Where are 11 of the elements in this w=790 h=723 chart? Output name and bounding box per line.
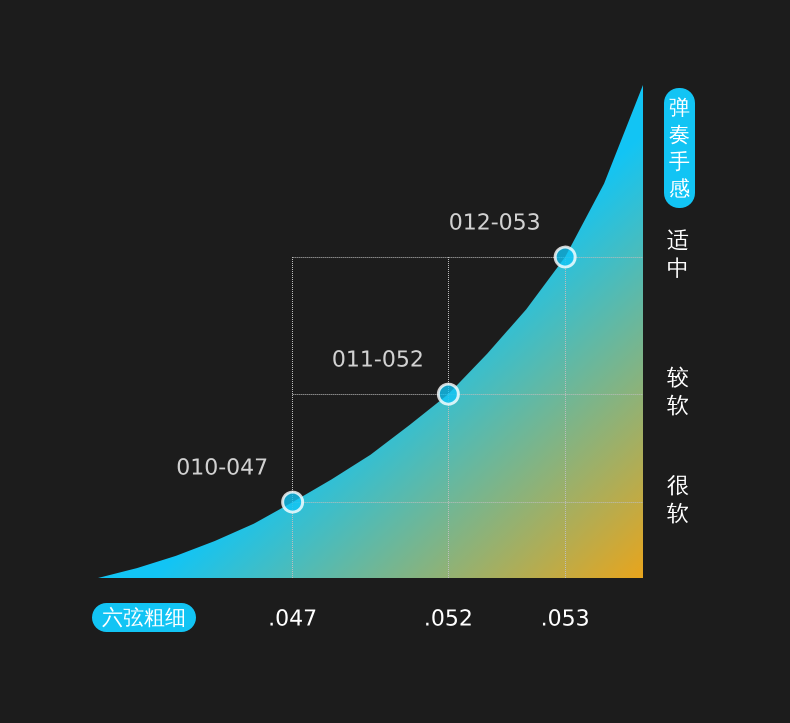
x-tick-label: .053 bbox=[540, 606, 590, 632]
text: 适中 bbox=[667, 228, 689, 282]
annotation: 010-047 bbox=[176, 456, 268, 481]
x-tick-label: .052 bbox=[424, 606, 473, 632]
x-axis-title: 六弦粗细 bbox=[102, 606, 186, 630]
y2-axis-title: 弹奏手感 bbox=[669, 96, 690, 200]
text: 很软 bbox=[667, 474, 689, 527]
text: 较软 bbox=[667, 366, 689, 419]
annotation: 012-053 bbox=[448, 210, 541, 236]
annotation: 011-052 bbox=[332, 348, 424, 373]
x-tick-label: .047 bbox=[268, 606, 318, 632]
